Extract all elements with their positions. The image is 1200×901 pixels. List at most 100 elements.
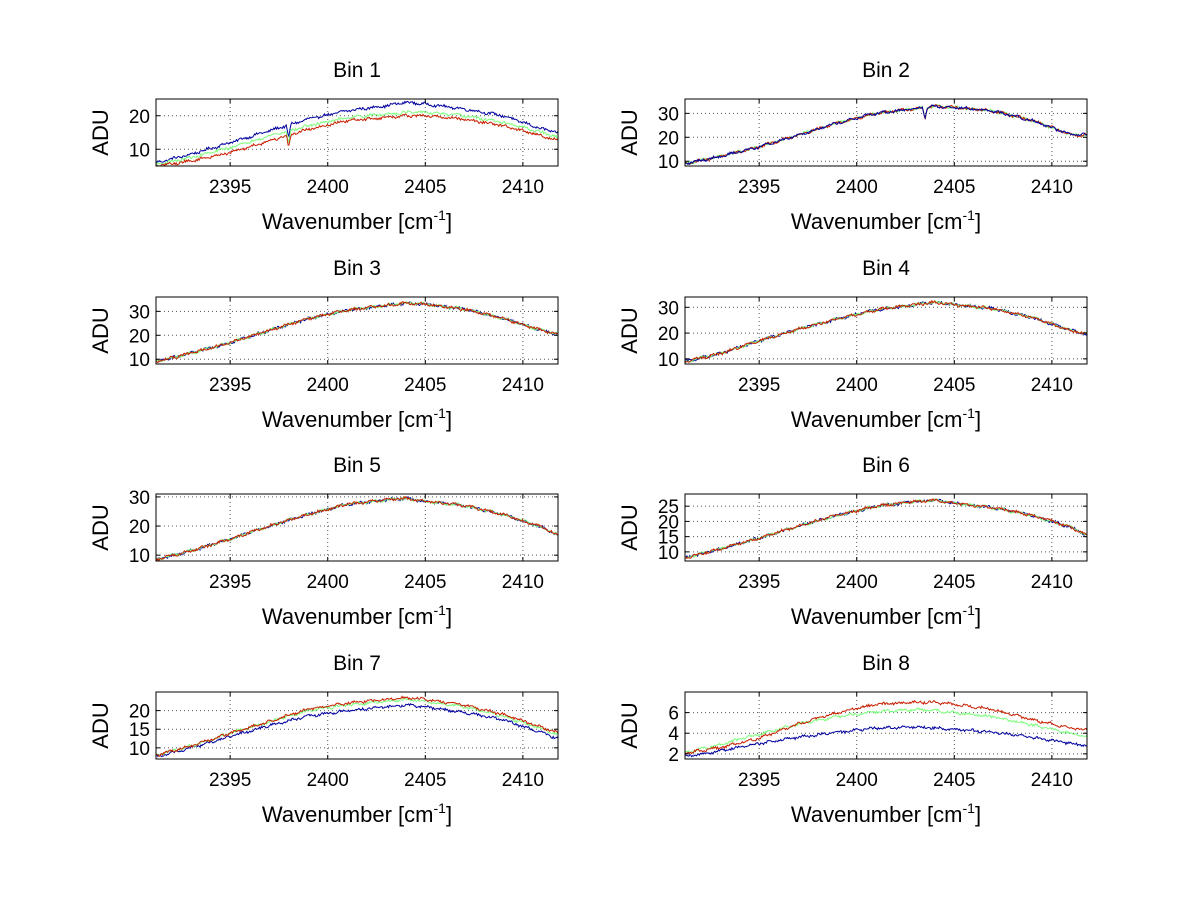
y-tick-label: 6 [668, 704, 679, 725]
chart-title: Bin 6 [862, 454, 910, 477]
y-axis-label: ADU [88, 702, 113, 748]
y-axis-label: ADU [617, 504, 642, 550]
x-axis-label: Wavenumber [cm-1] [262, 405, 452, 432]
series-line-red [684, 699, 1088, 755]
x-axis-label-suffix: ] [446, 209, 452, 234]
x-tick-label: 2410 [502, 572, 544, 593]
x-axis-label-prefix: Wavenumber [cm [791, 407, 963, 432]
x-axis-label-suffix: ] [975, 604, 981, 629]
x-axis-label: Wavenumber [cm-1] [791, 800, 981, 827]
x-tick-label: 2400 [307, 375, 349, 396]
x-tick-label: 2410 [1031, 375, 1073, 396]
series-line-red [684, 103, 1088, 165]
y-tick-label: 10 [129, 350, 150, 371]
x-tick-label: 2395 [209, 177, 251, 198]
series-line-green [684, 706, 1088, 754]
x-tick-label: 2400 [836, 177, 878, 198]
y-axis-label: ADU [88, 504, 113, 550]
chart-title: Bin 5 [333, 454, 381, 477]
axes-box [684, 493, 1088, 562]
y-tick-label: 30 [129, 302, 150, 323]
x-axis-label-prefix: Wavenumber [cm [262, 407, 434, 432]
x-axis-label-superscript: -1 [963, 405, 976, 421]
y-tick-label: 20 [129, 326, 150, 347]
y-tick-label: 10 [129, 739, 150, 760]
y-axis-label: ADU [617, 307, 642, 353]
x-axis-label-superscript: -1 [434, 207, 447, 223]
series-line-green [155, 301, 559, 363]
y-tick-label: 20 [129, 107, 150, 128]
y-tick-label: 20 [129, 517, 150, 538]
x-tick-label: 2405 [933, 375, 975, 396]
x-axis-label-suffix: ] [975, 407, 981, 432]
chart-panel-8: Bin 8 2395 2400 2405 2410 246 Wavenumber [cm-1… [617, 652, 1088, 827]
x-axis-label-suffix: ] [975, 802, 981, 827]
x-axis-label-superscript: -1 [963, 207, 976, 223]
x-tick-label: 2405 [404, 770, 446, 791]
chart-panel-1: Bin 1 2395 2400 2405 2410 10 20 Wavenumber [cm-… [88, 59, 559, 234]
y-tick-label: 15 [129, 720, 150, 741]
x-axis-label-suffix: ] [975, 209, 981, 234]
x-tick-label: 2400 [836, 375, 878, 396]
y-tick-label: 20 [658, 512, 679, 533]
y-tick-label: 10 [129, 140, 150, 161]
x-axis-label-superscript: -1 [434, 800, 447, 816]
x-axis-label-superscript: -1 [963, 800, 976, 816]
y-tick-label: 15 [658, 528, 679, 549]
x-axis-label: Wavenumber [cm-1] [791, 602, 981, 629]
y-tick-label: 20 [658, 324, 679, 345]
x-axis-label-superscript: -1 [434, 602, 447, 618]
x-axis-label: Wavenumber [cm-1] [791, 207, 981, 234]
chart-title: Bin 2 [862, 59, 910, 82]
x-tick-label: 2405 [933, 770, 975, 791]
x-axis-label-prefix: Wavenumber [cm [791, 209, 963, 234]
axes-box [155, 493, 559, 562]
y-tick-label: 30 [129, 488, 150, 509]
y-tick-label: 10 [129, 546, 150, 567]
axes-box [155, 691, 559, 760]
x-tick-label: 2410 [502, 375, 544, 396]
x-tick-label: 2405 [404, 375, 446, 396]
x-tick-label: 2405 [404, 177, 446, 198]
x-tick-label: 2395 [209, 572, 251, 593]
y-tick-label: 2 [668, 745, 679, 766]
x-tick-label: 2410 [502, 177, 544, 198]
axes-box [155, 98, 559, 167]
x-axis-label-suffix: ] [446, 604, 452, 629]
x-tick-label: 2405 [933, 572, 975, 593]
x-tick-label: 2400 [307, 770, 349, 791]
x-tick-label: 2400 [307, 177, 349, 198]
x-tick-label: 2395 [209, 375, 251, 396]
x-axis-label-suffix: ] [446, 802, 452, 827]
y-tick-label: 20 [658, 128, 679, 149]
x-tick-label: 2400 [307, 572, 349, 593]
x-axis-label: Wavenumber [cm-1] [262, 800, 452, 827]
axes-box [684, 98, 1088, 167]
x-axis-label-prefix: Wavenumber [cm [262, 209, 434, 234]
x-axis-label-prefix: Wavenumber [cm [791, 802, 963, 827]
x-tick-label: 2410 [1031, 770, 1073, 791]
y-tick-label: 30 [658, 298, 679, 319]
x-tick-label: 2410 [502, 770, 544, 791]
y-tick-label: 10 [658, 152, 679, 173]
y-axis-label: ADU [617, 702, 642, 748]
x-axis-label-superscript: -1 [963, 602, 976, 618]
x-axis-label: Wavenumber [cm-1] [262, 207, 452, 234]
x-axis-label-prefix: Wavenumber [cm [262, 802, 434, 827]
chart-panel-3: Bin 3 2395 2400 2405 2410 10 20 30 Wavenumber [c… [88, 257, 559, 432]
chart-title: Bin 8 [862, 652, 910, 675]
x-tick-label: 2410 [1031, 572, 1073, 593]
series-line-blue [684, 725, 1088, 758]
x-tick-label: 2395 [738, 375, 780, 396]
series-line-blue [155, 100, 559, 164]
axes-box [684, 691, 1088, 760]
chart-title: Bin 1 [333, 59, 381, 82]
chart-panel-4: Bin 4 2395 2400 2405 2410 10 20 30 Wavenumber [c… [617, 257, 1088, 432]
y-tick-label: 10 [658, 543, 679, 564]
series-line-red [155, 695, 559, 757]
y-tick-label: 20 [129, 702, 150, 723]
